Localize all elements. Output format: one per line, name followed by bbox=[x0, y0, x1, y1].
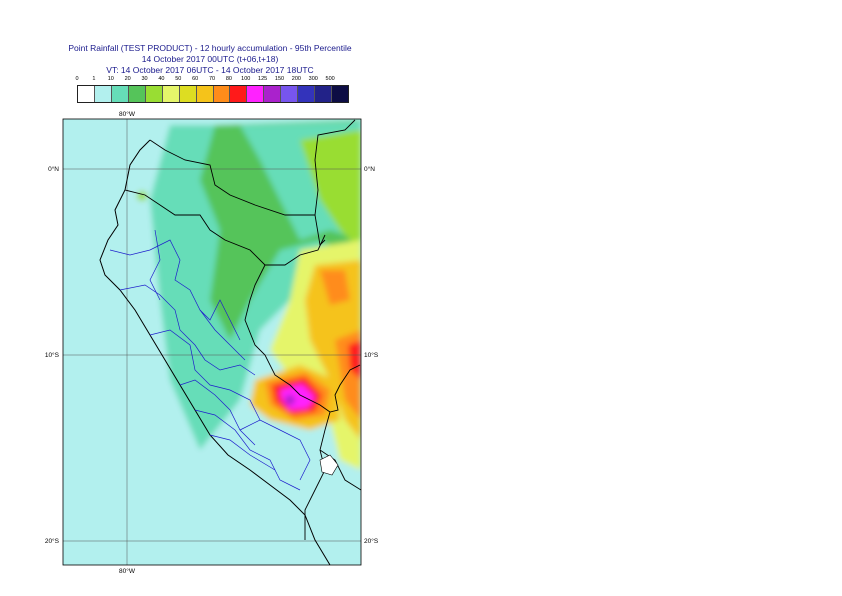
lon-label-bottom: 80°W bbox=[119, 567, 136, 575]
legend-tick-label: 0 bbox=[75, 76, 79, 82]
legend-tick-label: 50 bbox=[175, 76, 182, 82]
lat-label-left-0: 0°N bbox=[48, 165, 59, 173]
legend-tick-label: 40 bbox=[158, 76, 165, 82]
legend-tick-label: 70 bbox=[208, 76, 216, 82]
legend-swatch bbox=[145, 86, 163, 102]
legend-swatch bbox=[128, 86, 146, 102]
legend-swatches bbox=[77, 85, 349, 103]
legend-swatch bbox=[162, 86, 180, 102]
legend-tick-label: 150 bbox=[274, 76, 285, 82]
legend-swatch bbox=[196, 86, 214, 102]
legend-swatch bbox=[94, 86, 112, 102]
region-borders bbox=[109, 229, 311, 491]
map-subtitle-run: 14 October 2017 00UTC (t+06,t+18) bbox=[141, 54, 279, 64]
legend-swatch bbox=[111, 86, 129, 102]
lat-label-left-20: 20°S bbox=[45, 537, 60, 545]
legend-tick-label: 200 bbox=[291, 76, 301, 82]
legend-tick-label: 125 bbox=[258, 76, 268, 82]
map-title: Point Rainfall (TEST PRODUCT) - 12 hourl… bbox=[68, 43, 352, 53]
legend-tick-label: 1 bbox=[92, 76, 96, 82]
lat-label-right-10: 10°S bbox=[364, 351, 379, 359]
color-legend: 0 1 10 20 30 40 50 60 70 80 100 125 150 200 300 500 bbox=[75, 76, 349, 103]
lat-label-right-20: 20°S bbox=[364, 537, 379, 545]
precipitation-field bbox=[63, 119, 361, 565]
legend-tick-label: 80 bbox=[225, 76, 232, 82]
legend-swatch bbox=[315, 86, 333, 102]
legend-swatch bbox=[247, 86, 265, 102]
legend-swatch bbox=[179, 86, 197, 102]
legend-tick-labels: 0 1 10 20 30 40 50 60 70 80 100 125 150 200 300 500 bbox=[75, 76, 347, 85]
legend-swatch bbox=[213, 86, 231, 102]
lat-label-left-10: 10°S bbox=[45, 351, 60, 359]
legend-swatch bbox=[281, 86, 299, 102]
legend-tick-label: 30 bbox=[141, 76, 148, 82]
lat-label-right-0: 0°N bbox=[364, 165, 375, 173]
legend-swatch bbox=[264, 86, 282, 102]
legend-tick-label: 100 bbox=[241, 76, 251, 82]
legend-swatch bbox=[298, 86, 316, 102]
legend-tick-label: 500 bbox=[325, 76, 335, 82]
lon-label-top: 80°W bbox=[119, 110, 136, 118]
legend-swatch bbox=[78, 86, 95, 102]
map-frame bbox=[62, 118, 362, 566]
legend-swatch bbox=[332, 86, 348, 102]
lake bbox=[319, 454, 339, 476]
graticule bbox=[63, 119, 361, 565]
map-subtitle-validity: VT: 14 October 2017 06UTC - 14 October 2… bbox=[106, 65, 314, 75]
legend-tick-label: 20 bbox=[124, 76, 131, 82]
legend-tick-label: 300 bbox=[308, 76, 318, 82]
legend-swatch bbox=[230, 86, 248, 102]
legend-tick-label: 10 bbox=[107, 76, 114, 82]
legend-tick-label: 60 bbox=[192, 76, 199, 82]
